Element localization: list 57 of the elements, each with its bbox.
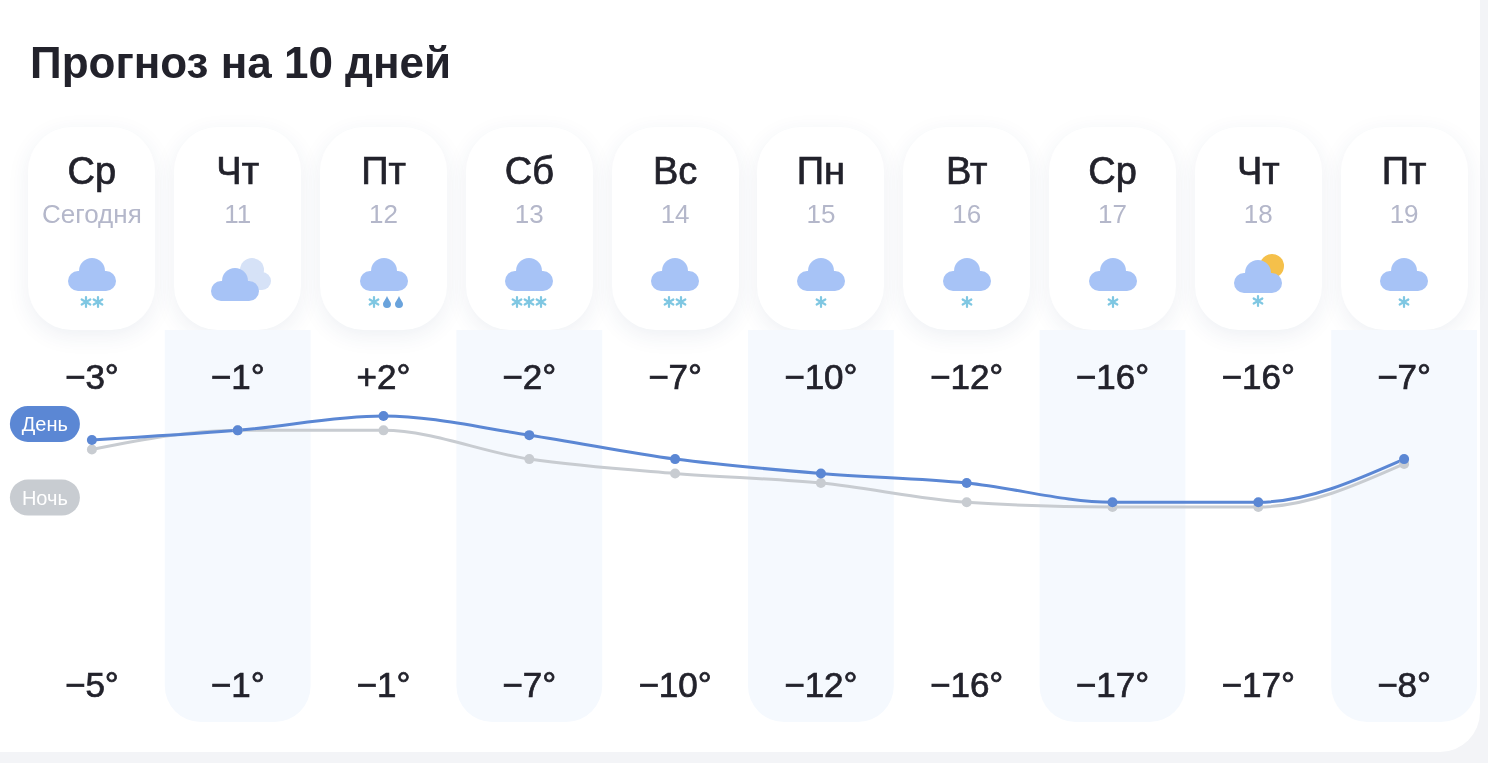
- x-tick-label: Ср: [67, 150, 117, 192]
- data-label: −1°: [356, 664, 411, 704]
- x2-tick-label: 12: [369, 199, 398, 229]
- x2-tick-label: 18: [1243, 199, 1273, 229]
- chart-title: Прогноз на 10 дней: [30, 38, 452, 88]
- data-label: −16°: [1221, 356, 1295, 396]
- x-tick-label: Чт: [1236, 150, 1280, 192]
- x2-tick-label: 16: [952, 199, 982, 229]
- x-tick-label: Чт: [216, 150, 260, 192]
- data-label: −16°: [930, 664, 1004, 704]
- point: [378, 425, 389, 436]
- series-label: День: [21, 412, 68, 435]
- x2-tick-label: 13: [514, 199, 544, 229]
- data-label: −5°: [64, 664, 119, 704]
- point: [815, 478, 826, 489]
- point: [378, 411, 389, 421]
- point: [1253, 497, 1264, 508]
- data-label: −16°: [1075, 356, 1150, 396]
- data-label: +2°: [356, 356, 411, 396]
- point: [1399, 454, 1410, 465]
- data-label: −7°: [1377, 356, 1432, 396]
- data-label: −10°: [784, 356, 858, 396]
- x2-tick-label: 14: [660, 199, 690, 229]
- data-label: −12°: [784, 664, 858, 704]
- data-label: −17°: [1075, 664, 1150, 704]
- x-tick-label: Пн: [796, 150, 846, 192]
- data-label: −7°: [502, 664, 557, 704]
- point: [1107, 497, 1118, 508]
- x2-tick-label: 17: [1098, 199, 1127, 229]
- data-label: −12°: [930, 356, 1004, 396]
- x-tick-label: Вс: [652, 150, 698, 192]
- data-label: −7°: [648, 356, 703, 396]
- point: [524, 454, 535, 465]
- point: [961, 497, 972, 508]
- x-tick-label: Ср: [1088, 150, 1137, 192]
- x-tick-label: Пт: [1381, 150, 1427, 192]
- x2-tick-label: 19: [1389, 199, 1419, 229]
- point: [86, 444, 97, 455]
- data-label: −1°: [210, 664, 265, 704]
- data-label: −8°: [1377, 664, 1432, 704]
- x2-tick-label: Сегодня: [42, 199, 142, 229]
- point: [670, 454, 681, 465]
- point: [815, 468, 826, 479]
- data-label: −10°: [638, 664, 712, 704]
- data-label: −2°: [502, 356, 557, 396]
- data-label: −1°: [210, 356, 265, 396]
- x-tick-label: Вт: [945, 150, 988, 192]
- x2-tick-label: 11: [224, 199, 252, 229]
- point: [670, 468, 681, 479]
- x2-tick-label: 15: [806, 199, 836, 229]
- x-tick-label: Сб: [504, 150, 554, 192]
- point: [86, 434, 97, 445]
- data-label: −3°: [64, 356, 119, 396]
- x-tick-label: Пт: [361, 150, 406, 192]
- data-label: −17°: [1221, 664, 1295, 704]
- point: [961, 478, 972, 489]
- point: [524, 430, 535, 441]
